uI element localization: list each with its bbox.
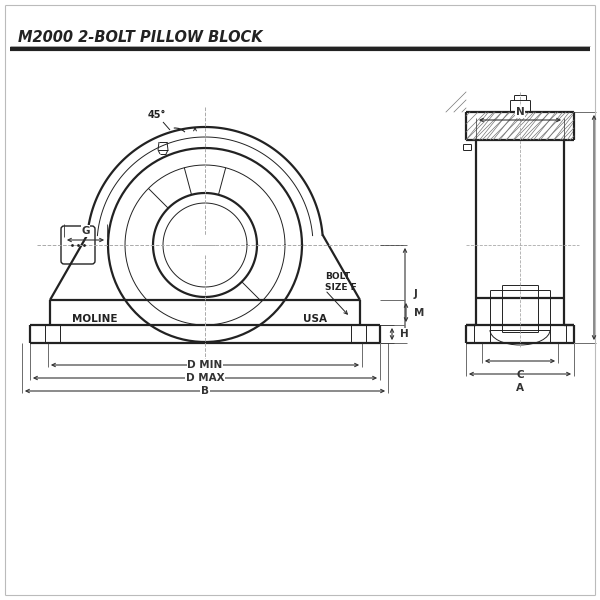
Text: J: J: [414, 289, 418, 299]
Text: 45°: 45°: [148, 110, 166, 120]
Text: M: M: [414, 307, 424, 317]
Text: N: N: [515, 107, 524, 117]
Text: USA: USA: [303, 314, 327, 324]
Text: B: B: [201, 386, 209, 396]
Text: BOLT
SIZE F: BOLT SIZE F: [325, 272, 357, 292]
Text: G: G: [81, 226, 90, 236]
Text: H: H: [400, 329, 409, 339]
Text: D MAX: D MAX: [185, 373, 224, 383]
Text: A: A: [516, 383, 524, 393]
Text: C: C: [516, 370, 524, 380]
Text: M2000 2-BOLT PILLOW BLOCK: M2000 2-BOLT PILLOW BLOCK: [18, 29, 263, 44]
Text: MOLINE: MOLINE: [72, 314, 118, 324]
Text: D MIN: D MIN: [187, 360, 223, 370]
